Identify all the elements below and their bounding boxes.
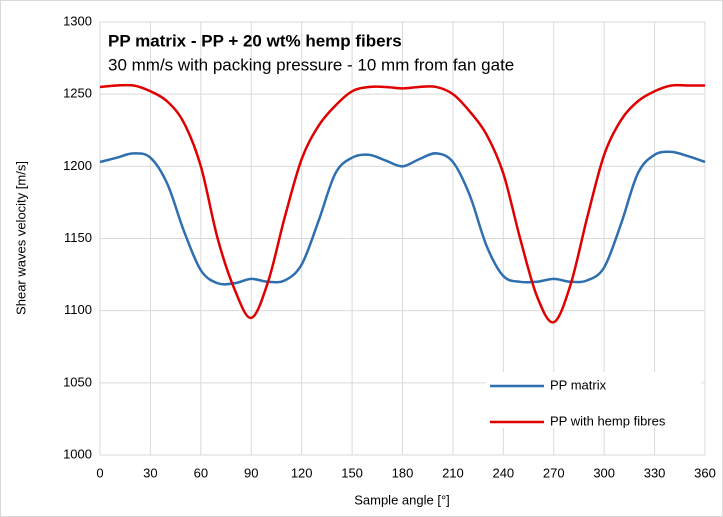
y-tick-label: 1300 (63, 13, 92, 28)
legend-label: PP with hemp fibres (550, 413, 666, 428)
x-tick-label: 150 (341, 465, 363, 480)
y-tick-label: 1250 (63, 86, 92, 101)
legend: PP matrix PP with hemp fibres (486, 372, 701, 428)
y-tick-label: 1050 (63, 374, 92, 389)
x-tick-label: 210 (442, 465, 464, 480)
x-tick-label: 270 (543, 465, 565, 480)
x-tick-label: 120 (291, 465, 313, 480)
series-line (99, 83, 705, 324)
legend-box (486, 372, 701, 428)
x-tick-label: 300 (593, 465, 615, 480)
y-tick-label: 1000 (63, 446, 92, 461)
y-tick-label: 1200 (63, 158, 92, 173)
x-tick-label: 60 (194, 465, 208, 480)
x-tick-label: 360 (694, 465, 716, 480)
x-tick-label: 90 (244, 465, 258, 480)
y-tick-label: 1100 (64, 302, 92, 317)
x-tick-label: 0 (96, 465, 103, 480)
x-tick-label: 330 (644, 465, 666, 480)
plot-lines (99, 83, 706, 324)
y-tick-label: 1150 (64, 230, 92, 245)
legend-label: PP matrix (550, 377, 607, 392)
series-line (99, 150, 706, 286)
x-tick-label: 180 (392, 465, 414, 480)
x-tick-label: 30 (143, 465, 157, 480)
x-tick-label: 240 (492, 465, 514, 480)
chart-title: PP matrix - PP + 20 wt% hemp fibers (108, 31, 402, 50)
x-axis-label: Sample angle [°] (354, 492, 450, 507)
chart-subtitle: 30 mm/s with packing pressure - 10 mm fr… (108, 55, 514, 74)
y-axis-label: Shear waves velocity [m/s] (13, 161, 28, 315)
